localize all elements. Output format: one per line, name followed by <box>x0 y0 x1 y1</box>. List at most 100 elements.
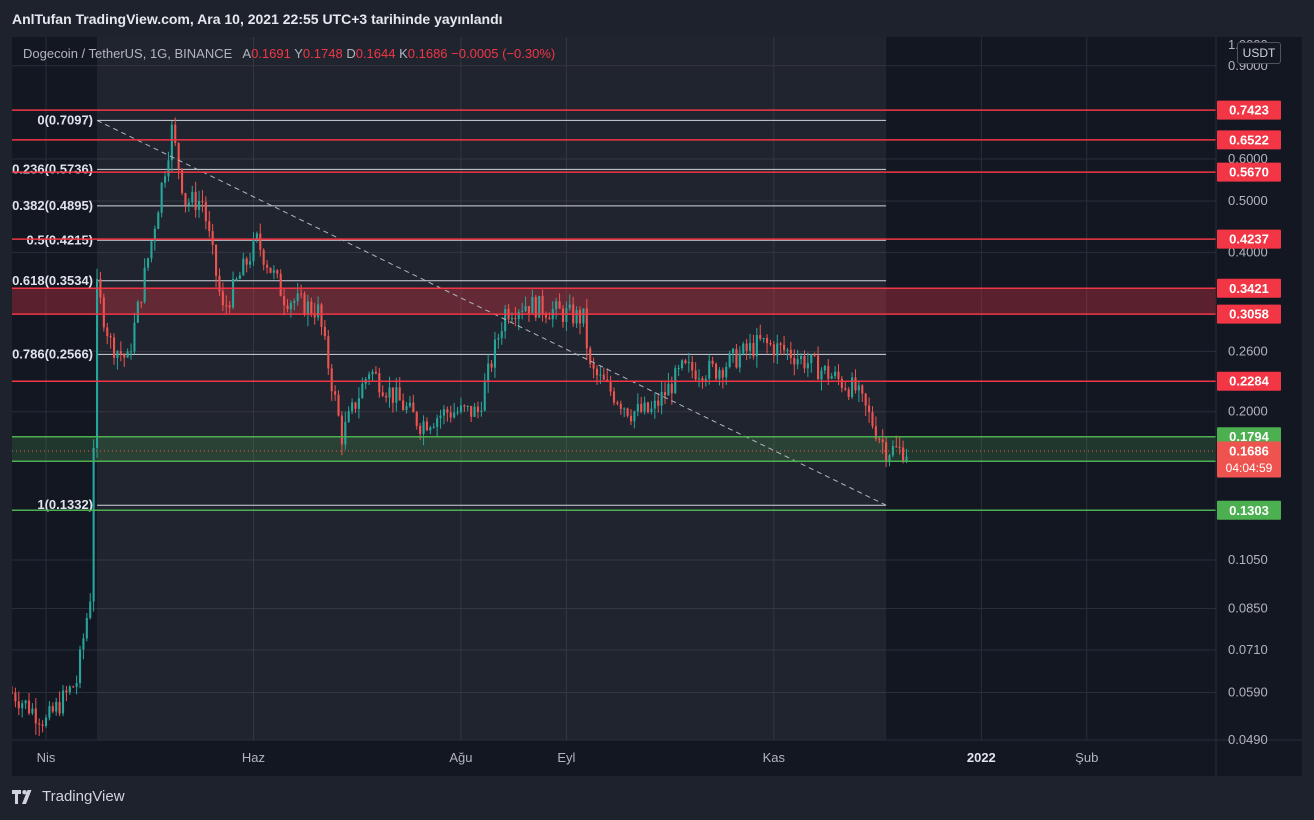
candle-body <box>89 601 92 618</box>
candle <box>374 366 377 375</box>
candle <box>303 291 306 317</box>
candle <box>167 151 170 182</box>
candle-body <box>378 373 381 393</box>
price-tick-label: 0.0710 <box>1228 642 1268 657</box>
candle <box>619 400 622 415</box>
tradingview-brand[interactable]: TradingView <box>12 788 125 805</box>
price-chart[interactable]: 0(0.7097)0.236(0.5736)0.382(0.4895)0.5(0… <box>12 37 1302 776</box>
candle <box>412 394 415 413</box>
candle-body <box>276 270 279 274</box>
candle-body <box>439 415 442 419</box>
candle <box>735 344 738 369</box>
candle-body <box>745 343 748 351</box>
candle <box>687 352 690 373</box>
candle <box>402 393 405 411</box>
candle <box>871 406 874 429</box>
candle-body <box>221 291 224 306</box>
candle-body <box>687 362 690 364</box>
candle <box>674 365 677 394</box>
candle-body <box>279 273 282 297</box>
candle-body <box>861 385 864 394</box>
candle <box>748 334 752 359</box>
candle-body <box>765 338 769 344</box>
candle-body <box>55 701 58 712</box>
candle-body <box>738 353 741 368</box>
candle <box>174 117 177 147</box>
candle-body <box>786 349 789 351</box>
time-tick-label: Kas <box>763 750 786 765</box>
candle <box>521 302 524 320</box>
price-tick-label: 0.2000 <box>1228 404 1268 419</box>
candle <box>385 392 388 403</box>
candle-body <box>810 354 813 364</box>
candle <box>463 404 466 412</box>
candle-body <box>820 370 823 380</box>
candle <box>429 425 432 435</box>
candle <box>140 301 143 309</box>
candle <box>27 692 31 716</box>
candle <box>803 350 806 374</box>
candle <box>351 398 354 415</box>
candle-body <box>198 201 201 210</box>
candle <box>279 269 282 297</box>
resistance-price-tag-text: 0.2284 <box>1229 374 1270 389</box>
candle-body <box>300 293 303 295</box>
candle-body <box>78 649 82 684</box>
candle-body <box>415 412 418 426</box>
candle <box>262 248 265 271</box>
candle-body <box>38 723 41 725</box>
candle-body <box>181 168 184 194</box>
candle-body <box>391 387 394 403</box>
price-tick-label: 0.2600 <box>1228 343 1268 358</box>
candle-body <box>310 301 313 314</box>
candle-body <box>293 301 296 304</box>
resistance-price-tag: 0.5670 <box>1217 162 1281 182</box>
candle-body <box>34 708 37 724</box>
resistance-price-tag-bg <box>1217 130 1281 150</box>
candle-body <box>663 392 667 396</box>
candle <box>602 367 605 381</box>
candle <box>422 415 425 446</box>
candle-body <box>61 690 65 714</box>
candle <box>150 240 153 263</box>
candle <box>902 440 905 464</box>
candle-body <box>609 380 612 392</box>
candle <box>68 685 71 695</box>
candle-body <box>68 686 71 693</box>
candle <box>769 339 772 347</box>
candle-body <box>44 717 48 726</box>
candle-body <box>21 703 24 709</box>
candle-body <box>476 406 480 412</box>
candle <box>851 372 854 400</box>
candle-body <box>283 296 286 306</box>
candle-body <box>320 304 323 327</box>
candle-body <box>242 258 245 276</box>
candle <box>745 338 748 361</box>
candle-body <box>419 425 422 434</box>
symbol-label[interactable]: Dogecoin / TetherUS, 1G, BINANCE <box>23 46 233 61</box>
candle-body <box>470 405 473 417</box>
candle-body <box>215 244 218 276</box>
candle-body <box>840 378 843 389</box>
candle-body <box>483 381 486 411</box>
candle <box>242 252 245 276</box>
candle-body <box>340 415 343 445</box>
candle-body <box>334 391 337 395</box>
candle <box>170 120 173 172</box>
candle <box>823 364 826 375</box>
candle <box>378 367 381 398</box>
candle-body <box>636 404 639 412</box>
currency-unit-badge[interactable]: USDT <box>1237 42 1281 64</box>
candle-body <box>136 301 139 323</box>
candle <box>204 196 207 230</box>
candle-body <box>194 191 197 210</box>
candle-body <box>783 344 786 351</box>
candle-body <box>660 392 663 406</box>
candle <box>680 359 684 371</box>
candle-body <box>12 692 14 694</box>
candle-body <box>541 295 544 315</box>
candle <box>123 352 126 367</box>
candle-body <box>385 395 388 398</box>
candle-body <box>643 402 646 412</box>
candle-body <box>119 351 122 355</box>
